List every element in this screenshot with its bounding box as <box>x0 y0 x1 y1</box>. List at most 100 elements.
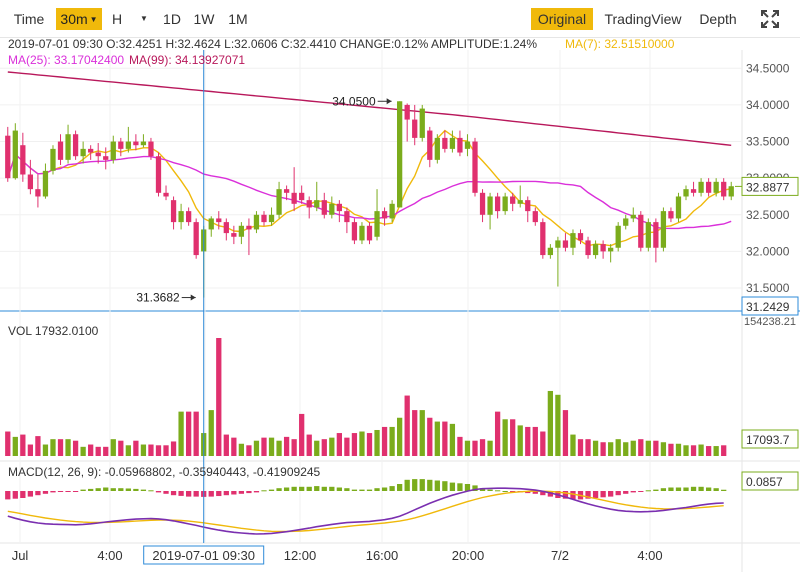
volume-bar <box>170 441 177 456</box>
macd-bar <box>57 491 64 492</box>
volume-bar <box>547 390 554 456</box>
macd-bar <box>608 491 614 497</box>
interval-1d-button[interactable]: 1D <box>163 11 181 27</box>
candle-body <box>208 218 214 230</box>
volume-bar <box>268 437 275 456</box>
ma25-legend: MA(25): 33.17042400 <box>8 53 124 67</box>
candlestick-chart[interactable]: 34.500034.000033.500033.000032.500032.00… <box>0 37 800 572</box>
candle-body <box>72 134 79 157</box>
candle-body <box>155 156 162 193</box>
macd-bar <box>600 491 606 498</box>
candle-body <box>623 218 629 226</box>
macd-bar <box>321 486 327 491</box>
high-arrow-head <box>386 98 392 105</box>
volume-bar <box>510 419 516 456</box>
macd-bar <box>148 490 154 492</box>
volume-bar <box>5 431 11 456</box>
macd-bar <box>314 486 320 491</box>
candle-body <box>65 134 71 160</box>
volume-bar <box>321 439 327 456</box>
macd-last-label: 0.0857 <box>746 475 783 489</box>
volume-bar <box>306 434 312 456</box>
candle-body <box>344 211 350 223</box>
crosshair-time-tag <box>143 545 265 565</box>
volume-bar <box>125 445 131 456</box>
macd-bar <box>170 491 177 496</box>
macd-bar <box>344 488 350 491</box>
candle-body <box>645 222 651 248</box>
chart-area[interactable]: 34.500034.000033.500033.000032.500032.00… <box>0 37 800 572</box>
volume-bar <box>517 425 523 456</box>
volume-bar <box>419 410 425 456</box>
overlay: 34.0500 31.3682 32.8877 31.2429 154238.21 170… <box>136 50 799 565</box>
volume-bar <box>562 410 569 456</box>
candle-body <box>140 141 147 146</box>
tradingview-button[interactable]: TradingView <box>604 11 682 27</box>
macd-bar <box>713 488 719 491</box>
volume-bar <box>592 440 599 456</box>
candle-body <box>600 244 606 252</box>
volume-bar <box>57 439 64 456</box>
interval-1m-button[interactable]: 1M <box>228 11 248 27</box>
candle-body <box>562 240 569 248</box>
macd-bar <box>208 491 214 497</box>
volume-bar <box>261 437 267 456</box>
macd-bar <box>5 491 11 500</box>
volume-bar <box>472 440 478 456</box>
macd-bar <box>668 487 674 491</box>
macd-bar <box>698 486 704 491</box>
macd-bar <box>374 488 380 491</box>
ma7-legend: MA(7): 32.51510000 <box>565 38 675 51</box>
interval-h-button[interactable]: H <box>111 11 123 27</box>
candle-body <box>42 170 49 197</box>
macd-bar <box>125 488 131 491</box>
macd-bar <box>118 488 124 491</box>
candle-body <box>502 196 508 212</box>
candle-body <box>110 141 116 160</box>
interval-1w-button[interactable]: 1W <box>193 11 215 27</box>
candle-body <box>464 141 471 149</box>
macd-bar <box>35 491 41 496</box>
high-annotation: 34.0500 <box>332 94 376 108</box>
candle-body <box>494 196 501 212</box>
candle-body <box>80 148 86 157</box>
candle-body <box>216 218 222 223</box>
volume-bar <box>555 394 561 456</box>
macd-bar <box>253 491 260 493</box>
fullscreen-icon[interactable] <box>752 8 788 30</box>
time-button[interactable]: Time <box>13 11 45 27</box>
interval-30m-button[interactable]: 30m ▼ <box>56 8 102 30</box>
candle-body <box>728 186 734 197</box>
depth-button[interactable]: Depth <box>699 11 737 27</box>
candle-body <box>412 119 418 138</box>
macd-bar <box>442 481 448 491</box>
volume-bar <box>344 437 350 456</box>
macd-bar <box>397 484 403 491</box>
chevron-down-icon[interactable]: ▼ <box>140 14 148 23</box>
macd-bar <box>27 491 34 497</box>
macd-bar <box>261 490 267 492</box>
macd-bar <box>547 491 554 497</box>
macd-bar <box>479 488 486 491</box>
macd-bar <box>20 491 26 498</box>
chevron-down-icon: ▼ <box>89 15 98 25</box>
macd-bar <box>653 489 659 491</box>
candle-body <box>653 222 659 248</box>
volume-bar <box>683 445 689 456</box>
crosshair-time-label: 2019-07-01 09:30 <box>152 548 255 563</box>
macd-bar <box>88 488 94 491</box>
volume-axis-max-label: 154238.21 <box>744 316 796 328</box>
macd-bar <box>216 491 222 497</box>
volume-bar <box>110 439 116 456</box>
macd-bar <box>65 491 71 492</box>
original-view-button[interactable]: Original <box>531 8 593 30</box>
candle-body <box>705 181 712 193</box>
volume-bar <box>721 445 727 456</box>
volume-bar <box>630 440 636 456</box>
volume-bar <box>645 440 651 456</box>
low-annotation: 31.3682 <box>136 291 180 305</box>
volume-bar <box>193 411 199 456</box>
volume-bar <box>494 411 501 456</box>
candle-body <box>638 214 644 248</box>
interval-label: 30m <box>60 11 88 27</box>
